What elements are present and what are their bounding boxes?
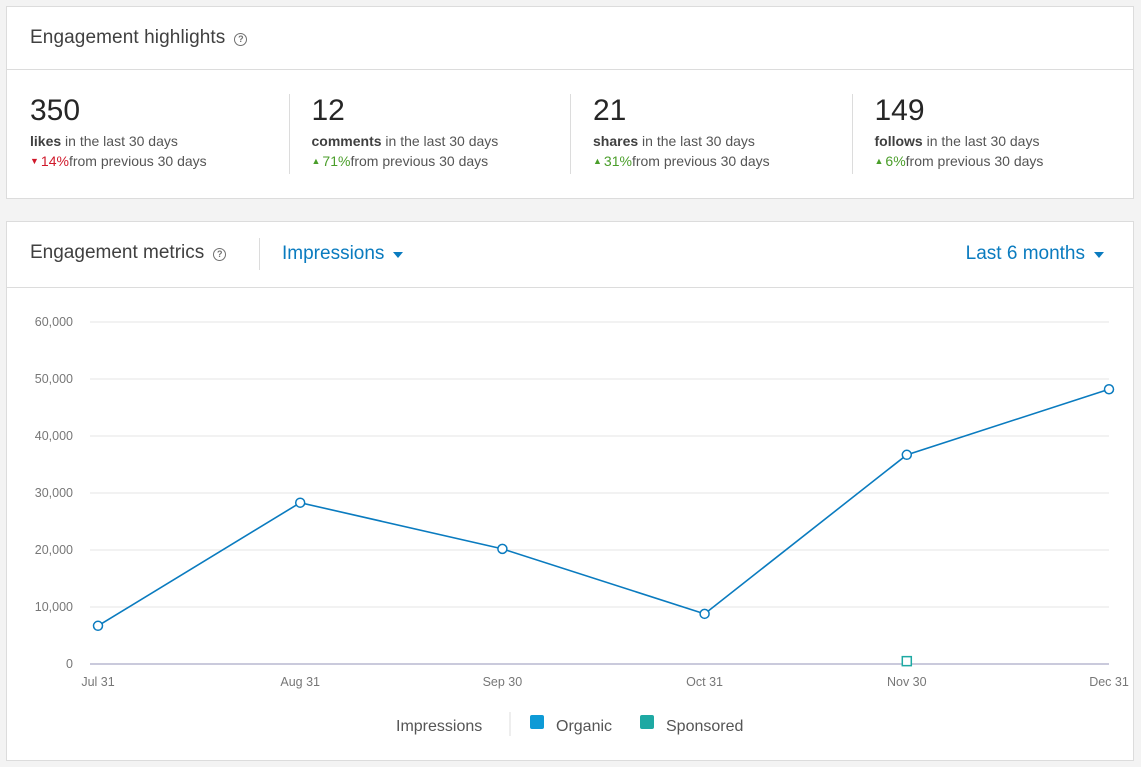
change-percent: 14% — [40, 153, 69, 169]
stat-change: ▲ 6% from previous 30 days — [875, 153, 1134, 169]
x-axis-ticks: Jul 31 Aug 31 Sep 30 Oct 31 Nov 30 Dec 31 — [81, 675, 1129, 689]
change-suffix: from previous 30 days — [68, 153, 207, 169]
help-icon[interactable]: ? — [213, 247, 227, 261]
stat-follows: 149 follows in the last 30 days ▲ 6% from… — [851, 94, 1134, 174]
change-percent: 6% — [885, 153, 906, 169]
organic-point[interactable] — [497, 543, 508, 555]
stat-label: follows — [874, 133, 923, 149]
header-divider — [259, 238, 260, 270]
x-tick-label: Nov 30 — [887, 675, 927, 689]
stat-change: ▲ 71% from previous 30 days — [312, 153, 571, 169]
x-tick-label: Aug 31 — [280, 675, 320, 689]
organic-point[interactable] — [92, 620, 104, 632]
change-suffix: from previous 30 days — [631, 153, 770, 169]
y-tick-label: 30,000 — [35, 486, 73, 500]
stat-label-line: likes in the last 30 days — [30, 133, 289, 149]
organic-point[interactable] — [901, 449, 913, 461]
stat-value: 350 — [30, 94, 81, 127]
caret-down-icon — [393, 252, 404, 258]
stat-comments: 12 comments in the last 30 days ▲ 71% fro… — [288, 94, 571, 174]
stat-suffix: in the last 30 days — [922, 133, 1040, 149]
x-tick-label: Jul 31 — [81, 675, 114, 689]
down-arrow-icon: ▼ — [30, 156, 39, 166]
organic-line — [97, 388, 1110, 627]
stat-suffix: in the last 30 days — [638, 133, 755, 149]
stat-shares: 21 shares in the last 30 days ▲ 31% from … — [570, 94, 852, 174]
stat-label-line: follows in the last 30 days — [875, 133, 1134, 149]
stat-change: ▲ 31% from previous 30 days — [593, 153, 852, 169]
up-arrow-icon: ▲ — [311, 156, 321, 166]
date-range-dropdown[interactable]: Last 6 months — [966, 243, 1104, 265]
up-arrow-icon: ▲ — [874, 156, 884, 166]
x-tick-label: Sep 30 — [483, 675, 523, 689]
change-suffix: from previous 30 days — [350, 153, 489, 169]
stat-label: comments — [311, 133, 382, 149]
highlights-header: Engagement highlights ? — [7, 7, 1133, 70]
sponsored-point[interactable] — [901, 655, 913, 667]
y-tick-label: 40,000 — [35, 429, 73, 443]
legend-label-sponsored[interactable]: Sponsored — [666, 718, 743, 735]
legend-swatch-organic[interactable] — [530, 715, 544, 729]
metrics-title: Engagement metrics — [30, 242, 205, 263]
legend-swatch-sponsored[interactable] — [640, 715, 654, 729]
chart-legend: Impressions Organic Sponsored — [396, 712, 743, 736]
x-tick-label: Dec 31 — [1089, 675, 1129, 689]
caret-down-icon — [1094, 252, 1104, 258]
chart-gridlines — [90, 321, 1109, 665]
stat-label-line: comments in the last 30 days — [312, 133, 571, 149]
stat-likes: 350 likes in the last 30 days ▼ 14% from … — [7, 94, 289, 169]
up-arrow-icon: ▲ — [593, 156, 602, 166]
stat-value: 21 — [593, 94, 627, 127]
change-percent: 71% — [322, 153, 351, 169]
stat-value: 149 — [874, 94, 925, 127]
stat-label: shares — [593, 133, 639, 149]
engagement-highlights-card: Engagement highlights ? 350 likes in the… — [6, 6, 1134, 199]
metric-dropdown-label: Impressions — [282, 243, 385, 264]
legend-title: Impressions — [396, 718, 482, 735]
organic-point[interactable] — [699, 608, 710, 620]
x-tick-label: Oct 31 — [686, 675, 723, 689]
stat-value: 12 — [311, 94, 345, 127]
highlights-title: Engagement highlights — [30, 27, 226, 48]
change-percent: 31% — [603, 153, 632, 169]
metrics-title-group: Engagement metrics ? — [30, 242, 227, 264]
stat-label-line: shares in the last 30 days — [593, 133, 852, 149]
stats-row: 350 likes in the last 30 days ▼ 14% from … — [7, 70, 1134, 174]
engagement-metrics-card: Engagement metrics ? Impressions Last 6 … — [6, 221, 1134, 761]
legend-label-organic[interactable]: Organic — [556, 718, 612, 735]
y-tick-label: 10,000 — [35, 600, 73, 614]
y-axis-ticks: 0 10,000 20,000 30,000 40,000 50,000 60,000 — [35, 315, 73, 671]
y-tick-label: 0 — [66, 657, 73, 671]
change-suffix: from previous 30 days — [905, 153, 1044, 169]
stat-change: ▼ 14% from previous 30 days — [30, 153, 289, 169]
organic-point[interactable] — [1103, 384, 1115, 395]
y-tick-label: 60,000 — [35, 315, 73, 329]
metric-dropdown[interactable]: Impressions — [282, 243, 404, 265]
impressions-line-chart: 0 10,000 20,000 30,000 40,000 50,000 60,000 Ju… — [35, 315, 1129, 736]
organic-point[interactable] — [294, 497, 306, 508]
y-tick-label: 50,000 — [35, 372, 73, 386]
stat-label: likes — [30, 133, 62, 149]
stat-suffix: in the last 30 days — [381, 133, 499, 149]
metrics-header: Engagement metrics ? Impressions Last 6 … — [7, 222, 1133, 288]
stat-suffix: in the last 30 days — [61, 133, 178, 149]
help-icon[interactable]: ? — [234, 32, 248, 46]
y-tick-label: 20,000 — [35, 543, 73, 557]
chart-series — [92, 384, 1115, 667]
date-range-label: Last 6 months — [965, 243, 1085, 264]
